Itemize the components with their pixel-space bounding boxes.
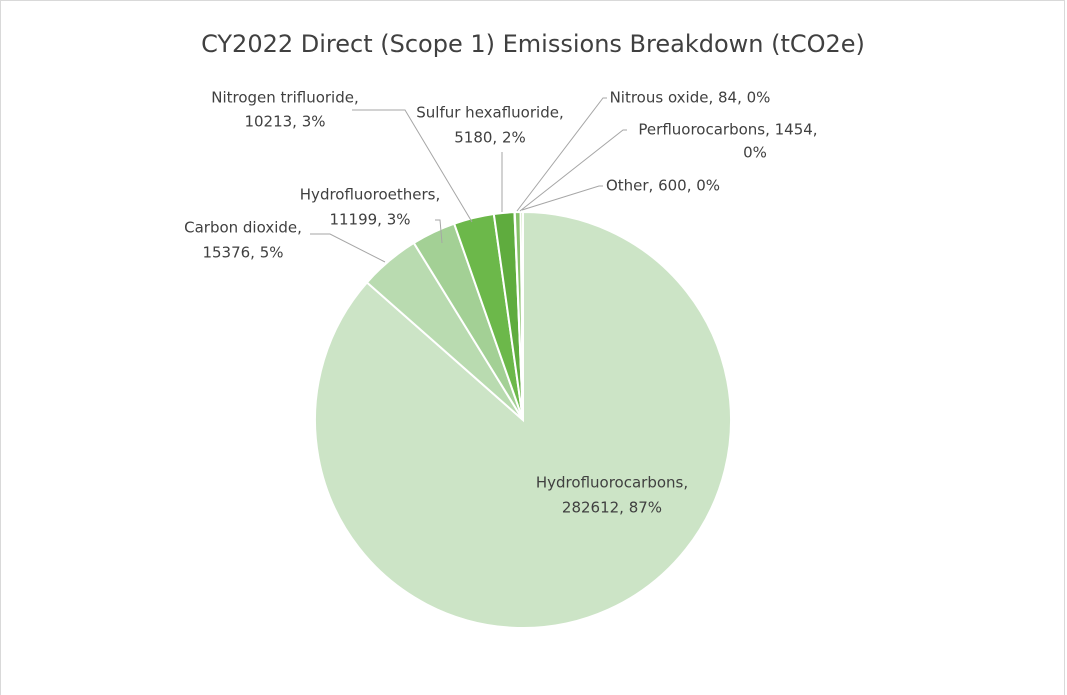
data-label: Nitrogen trifluoride, xyxy=(211,89,359,107)
chart-title: CY2022 Direct (Scope 1) Emissions Breakd… xyxy=(201,30,865,58)
leader-line xyxy=(352,109,473,223)
data-label: Carbon dioxide, xyxy=(184,219,302,237)
data-label: Sulfur hexafluoride, xyxy=(416,104,563,122)
data-label: 282612, 87% xyxy=(562,499,662,517)
leader-line xyxy=(310,233,386,263)
data-label: Perfluorocarbons, 1454, xyxy=(638,121,817,139)
data-label: Hydrofluoroethers, xyxy=(300,186,440,204)
data-label: 10213, 3% xyxy=(244,113,325,131)
data-label: Hydrofluorocarbons, xyxy=(536,474,688,492)
data-label: 11199, 3% xyxy=(329,211,410,229)
leader-line xyxy=(516,97,607,212)
data-label: 0% xyxy=(743,144,767,162)
data-label: 5180, 2% xyxy=(454,129,526,147)
pie-slice xyxy=(519,210,524,421)
data-label: Nitrous oxide, 84, 0% xyxy=(610,89,771,107)
leader-line xyxy=(519,129,627,212)
data-label: 15376, 5% xyxy=(202,244,283,262)
leader-line xyxy=(521,185,603,211)
leader-line xyxy=(435,219,443,244)
data-label: Other, 600, 0% xyxy=(606,177,720,195)
